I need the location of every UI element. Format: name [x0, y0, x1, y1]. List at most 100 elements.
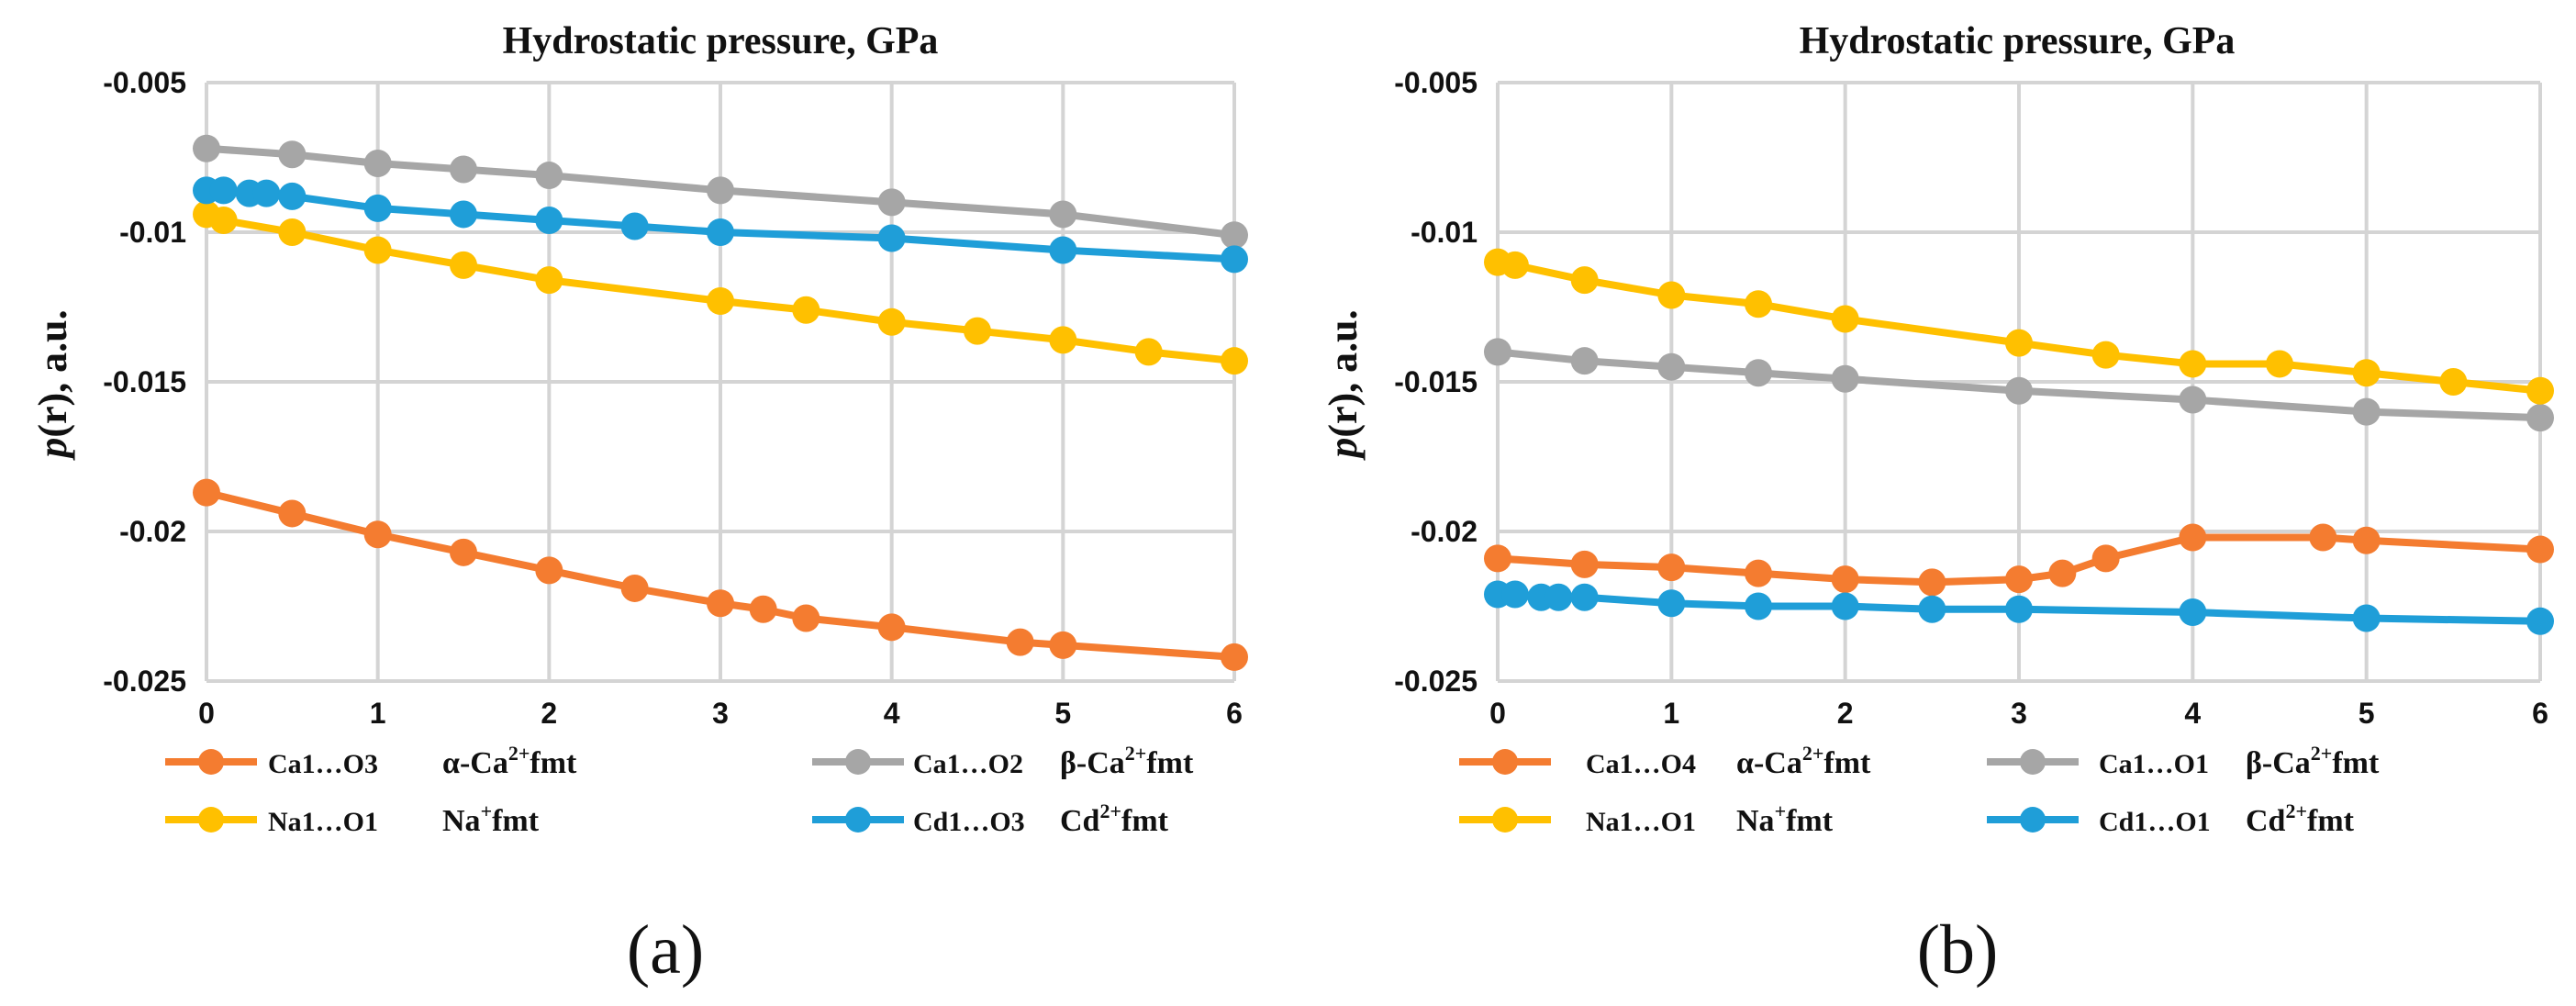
x-tick-label: 4	[884, 697, 900, 730]
data-point-ca-o2	[877, 188, 906, 217]
legend-name-ca-o1: β-Ca2+fmt	[2246, 742, 2380, 780]
data-point-ca-o2	[193, 134, 220, 162]
data-point-ca-o1	[1484, 338, 1511, 366]
x-tick-label: 3	[712, 697, 729, 730]
data-point-na-o1-b	[2352, 359, 2381, 387]
data-point-cd-o3	[252, 179, 281, 207]
legend-name-base: Na	[1736, 804, 1775, 838]
legend-name-sup: 2+	[2285, 799, 2307, 822]
legend-bond-na-o1-b: Na1…O1	[1586, 807, 1696, 837]
x-tick-label: 6	[2532, 697, 2548, 730]
y-tick-label: -0.01	[1411, 216, 1478, 249]
legend-name-sup: +	[1775, 799, 1787, 822]
data-point-ca-o2	[535, 162, 563, 190]
panel-label: (b)	[1917, 911, 1999, 989]
data-point-ca-o2	[450, 155, 477, 184]
data-point-ca-o4	[1918, 568, 1946, 597]
data-point-na-o1	[363, 236, 392, 264]
legend-name-base: Na	[442, 804, 481, 838]
data-point-cd-o3	[1049, 236, 1077, 264]
legend-name-base: Cd	[2246, 804, 2286, 838]
legend-name-suffix: fmt	[2307, 804, 2355, 838]
y-tick-label: -0.01	[119, 216, 186, 249]
x-tick-label: 0	[198, 697, 215, 730]
chart-panel-a: Hydrostatic pressure, GPa p(r), a.u. -0.00…	[30, 20, 1248, 989]
data-point-cd-o1	[2005, 595, 2033, 623]
data-point-na-o1	[278, 218, 307, 246]
legend-name-sup: 2+	[1125, 742, 1147, 765]
data-point-na-o1-b	[2005, 329, 2033, 357]
legend-name-ca-o3: α-Ca2+fmt	[442, 742, 577, 780]
data-point-ca-o3	[450, 538, 477, 566]
data-point-ca-o4	[1831, 565, 1859, 594]
data-point-na-o1-b	[1745, 290, 1772, 319]
legend-bond-ca-o4: Ca1…O4	[1586, 749, 1696, 779]
data-point-ca-o4	[2005, 565, 2033, 594]
legend-bond-ca-o2: Ca1…O2	[913, 749, 1023, 779]
data-point-na-o1-b	[2526, 376, 2554, 405]
data-point-ca-o3	[749, 595, 777, 623]
data-point-ca-o4	[2352, 526, 2381, 554]
data-point-ca-o4	[2048, 559, 2077, 587]
data-point-cd-o3	[209, 176, 238, 205]
data-point-ca-o3	[193, 478, 220, 507]
data-point-cd-o3	[535, 206, 563, 234]
data-point-na-o1	[209, 206, 238, 234]
y-tick-label: -0.005	[1394, 66, 1478, 99]
data-point-ca-o1	[1570, 347, 1599, 375]
legend-name-sup: 2+	[508, 742, 530, 765]
legend-name-suffix: fmt	[492, 804, 540, 838]
data-point-na-o1-b	[2266, 350, 2293, 378]
x-tick-label: 3	[2011, 697, 2027, 730]
y-tick-label: -0.005	[103, 66, 186, 99]
data-point-cd-o1	[1500, 580, 1529, 609]
chart-title: Hydrostatic pressure, GPa	[503, 20, 939, 62]
legend-name-base: β-Ca	[1060, 746, 1125, 780]
legend-name-suffix: fmt	[1786, 804, 1834, 838]
data-point-cd-o3	[1221, 245, 1248, 274]
data-point-na-o1	[1221, 347, 1248, 375]
data-point-cd-o3	[450, 200, 477, 229]
legend-name-suffix: fmt	[1121, 804, 1169, 838]
data-point-ca-o4	[2091, 544, 2120, 573]
data-point-na-o1	[450, 251, 477, 279]
legend-bond-cd-o1: Cd1…O1	[2099, 807, 2211, 837]
legend-name-sup: 2+	[2311, 742, 2333, 765]
data-point-cd-o1	[1570, 583, 1599, 611]
data-point-ca-o3	[620, 574, 649, 602]
legend-name-suffix: fmt	[1146, 746, 1194, 780]
y-tick-label: -0.02	[119, 515, 186, 548]
y-tick-label: -0.015	[1394, 365, 1478, 398]
y-axis-label-italic: p	[30, 438, 75, 462]
data-point-ca-o4	[1570, 550, 1599, 578]
data-point-ca-o4	[2179, 523, 2207, 552]
legend-marker-ca-o4	[1492, 749, 1518, 775]
legend-name-base: α-Ca	[1736, 746, 1802, 780]
data-point-na-o1-b	[1657, 281, 1686, 309]
legend-marker-ca-o1	[2020, 749, 2046, 775]
data-point-ca-o2	[278, 140, 307, 169]
chart-title: Hydrostatic pressure, GPa	[1800, 20, 2236, 62]
data-point-na-o1-b	[1831, 305, 1859, 333]
data-point-cd-o1	[1745, 592, 1772, 620]
legend-bond-na-o1: Na1…O1	[268, 807, 378, 837]
data-point-cd-o1	[2352, 604, 2381, 632]
legend-name-base: α-Ca	[442, 746, 508, 780]
data-point-cd-o3	[620, 212, 649, 240]
legend-marker-na-o1-b	[1492, 807, 1518, 833]
data-point-cd-o1	[1831, 592, 1859, 620]
data-point-na-o1-b	[2179, 350, 2207, 378]
y-axis-label-rest: (r), a.u.	[1321, 309, 1366, 437]
data-point-na-o1-b	[1500, 251, 1529, 279]
y-tick-label: -0.015	[103, 365, 186, 398]
data-point-cd-o3	[707, 218, 734, 246]
data-point-ca-o4	[1657, 553, 1686, 582]
data-point-na-o1	[964, 317, 991, 345]
data-point-cd-o3	[877, 224, 906, 252]
x-tick-label: 4	[2184, 697, 2201, 730]
panel-label: (a)	[627, 911, 704, 989]
data-point-na-o1-b	[2091, 341, 2120, 369]
legend-marker-ca-o3	[198, 749, 224, 775]
data-point-ca-o1	[1745, 359, 1772, 387]
y-axis-label: p(r), a.u.	[1321, 309, 1366, 461]
